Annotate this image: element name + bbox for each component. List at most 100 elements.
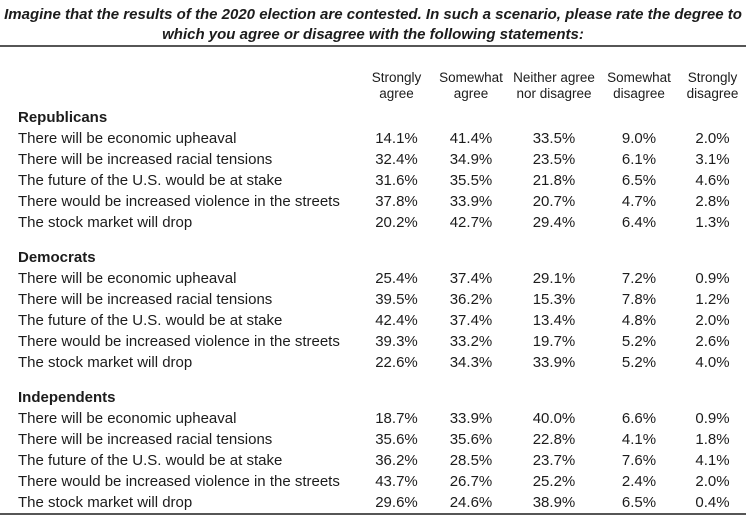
section-spacer-cell	[0, 373, 746, 387]
value-cell: 4.7%	[621, 193, 657, 210]
value-cell: 36.2%	[449, 291, 493, 308]
statement-column-spacer	[0, 47, 360, 107]
value-cell: 29.1%	[532, 270, 576, 287]
value-cell: 40.0%	[532, 410, 576, 427]
table-row: The stock market will drop 29.6% 24.6% 38.9…	[0, 492, 746, 513]
table-row: There will be economic upheaval 14.1% 41.4…	[0, 128, 746, 149]
statement-cell: The future of the U.S. would be at stake	[18, 452, 283, 469]
value-cell: 22.6%	[375, 354, 418, 371]
section-title: Democrats	[18, 249, 96, 266]
value-cell: 33.5%	[532, 130, 576, 147]
table-header: Strongly agree Somewhat agree Neither agre…	[0, 47, 746, 107]
value-cell: 42.7%	[449, 214, 493, 231]
statement-cell: There will be economic upheaval	[18, 130, 237, 147]
column-header: Strongly disagree	[686, 70, 739, 101]
table-row: The future of the U.S. would be at stake…	[0, 450, 746, 471]
table-caption: Imagine that the results of the 2020 ele…	[0, 0, 746, 45]
value-cell: 4.8%	[621, 312, 657, 329]
value-cell: 2.0%	[695, 473, 730, 490]
table-row: There will be increased racial tensions 3…	[0, 149, 746, 170]
value-cell: 2.4%	[621, 473, 657, 490]
value-cell: 7.6%	[621, 452, 657, 469]
value-cell: 6.5%	[621, 172, 657, 189]
value-cell: 5.2%	[621, 354, 657, 371]
value-cell: 9.0%	[621, 130, 657, 147]
column-header: Strongly agree	[371, 70, 422, 101]
value-cell: 42.4%	[375, 312, 418, 329]
value-cell: 21.8%	[532, 172, 576, 189]
value-cell: 0.9%	[695, 410, 730, 427]
value-cell: 6.1%	[621, 151, 657, 168]
column-header: Somewhat disagree	[607, 70, 671, 101]
value-cell: 26.7%	[449, 473, 493, 490]
section-title: Independents	[18, 389, 116, 406]
value-cell: 37.4%	[449, 270, 493, 287]
section-title: Republicans	[18, 109, 108, 126]
value-cell: 1.3%	[695, 214, 730, 231]
table-row: There would be increased violence in the…	[0, 331, 746, 352]
caption-line-1: Imagine that the results of the 2020 ele…	[4, 6, 742, 23]
value-cell: 38.9%	[532, 494, 576, 511]
value-cell: 22.8%	[532, 431, 576, 448]
statement-cell: The future of the U.S. would be at stake	[18, 172, 283, 189]
statement-cell: There would be increased violence in the…	[18, 333, 340, 350]
bottom-rule	[0, 513, 746, 515]
value-cell: 5.2%	[621, 333, 657, 350]
value-cell: 29.6%	[375, 494, 418, 511]
value-cell: 25.2%	[532, 473, 576, 490]
statement-cell: The stock market will drop	[18, 494, 193, 511]
statement-cell: There will be increased racial tensions	[18, 431, 273, 448]
table-row: The future of the U.S. would be at stake…	[0, 310, 746, 331]
value-cell: 4.1%	[621, 431, 657, 448]
survey-results-table: Strongly agree Somewhat agree Neither agre…	[0, 47, 746, 513]
value-cell: 32.4%	[375, 151, 418, 168]
value-cell: 4.6%	[695, 172, 730, 189]
value-cell: 37.4%	[449, 312, 493, 329]
table-row: There will be economic upheaval 25.4% 37.4…	[0, 268, 746, 289]
value-cell: 39.3%	[375, 333, 418, 350]
statement-cell: The stock market will drop	[18, 214, 193, 231]
value-cell: 41.4%	[449, 130, 493, 147]
value-cell: 34.3%	[449, 354, 493, 371]
value-cell: 1.2%	[695, 291, 730, 308]
value-cell: 6.4%	[621, 214, 657, 231]
statement-cell: There would be increased violence in the…	[18, 473, 340, 490]
value-cell: 33.9%	[449, 410, 493, 427]
value-cell: 13.4%	[532, 312, 576, 329]
table-row: There will be increased racial tensions 3…	[0, 429, 746, 450]
section-spacer	[0, 233, 746, 247]
value-cell: 36.2%	[375, 452, 418, 469]
column-header: Neither agree nor disagree	[513, 70, 595, 101]
value-cell: 43.7%	[375, 473, 418, 490]
value-cell: 4.0%	[695, 354, 730, 371]
value-cell: 29.4%	[532, 214, 576, 231]
statement-cell: The stock market will drop	[18, 354, 193, 371]
table-body: Republicans There will be economic upheav…	[0, 107, 746, 513]
value-cell: 23.7%	[532, 452, 576, 469]
table-row: The stock market will drop 22.6% 34.3% 33.9…	[0, 352, 746, 373]
top-rule	[0, 45, 746, 47]
section-header-row: Republicans	[0, 107, 746, 128]
caption-line-2: which you agree or disagree with the fol…	[162, 26, 584, 43]
value-cell: 2.8%	[695, 193, 730, 210]
value-cell: 18.7%	[375, 410, 418, 427]
section-header-row: Democrats	[0, 247, 746, 268]
value-cell: 2.6%	[695, 333, 730, 350]
table-row: There will be economic upheaval 18.7% 33.9…	[0, 408, 746, 429]
table-row: There would be increased violence in the…	[0, 191, 746, 212]
table-row: The future of the U.S. would be at stake…	[0, 170, 746, 191]
value-cell: 20.2%	[375, 214, 418, 231]
value-cell: 6.5%	[621, 494, 657, 511]
statement-cell: There will be increased racial tensions	[18, 291, 273, 308]
value-cell: 31.6%	[375, 172, 418, 189]
section-header-row: Independents	[0, 387, 746, 408]
value-cell: 1.8%	[695, 431, 730, 448]
table-row: The stock market will drop 20.2% 42.7% 29.4…	[0, 212, 746, 233]
statement-cell: The future of the U.S. would be at stake	[18, 312, 283, 329]
statement-cell: There will be increased racial tensions	[18, 151, 273, 168]
statement-cell: There would be increased violence in the…	[18, 193, 340, 210]
value-cell: 24.6%	[449, 494, 493, 511]
column-header: Somewhat agree	[439, 70, 503, 101]
value-cell: 33.9%	[449, 193, 493, 210]
value-cell: 25.4%	[375, 270, 418, 287]
